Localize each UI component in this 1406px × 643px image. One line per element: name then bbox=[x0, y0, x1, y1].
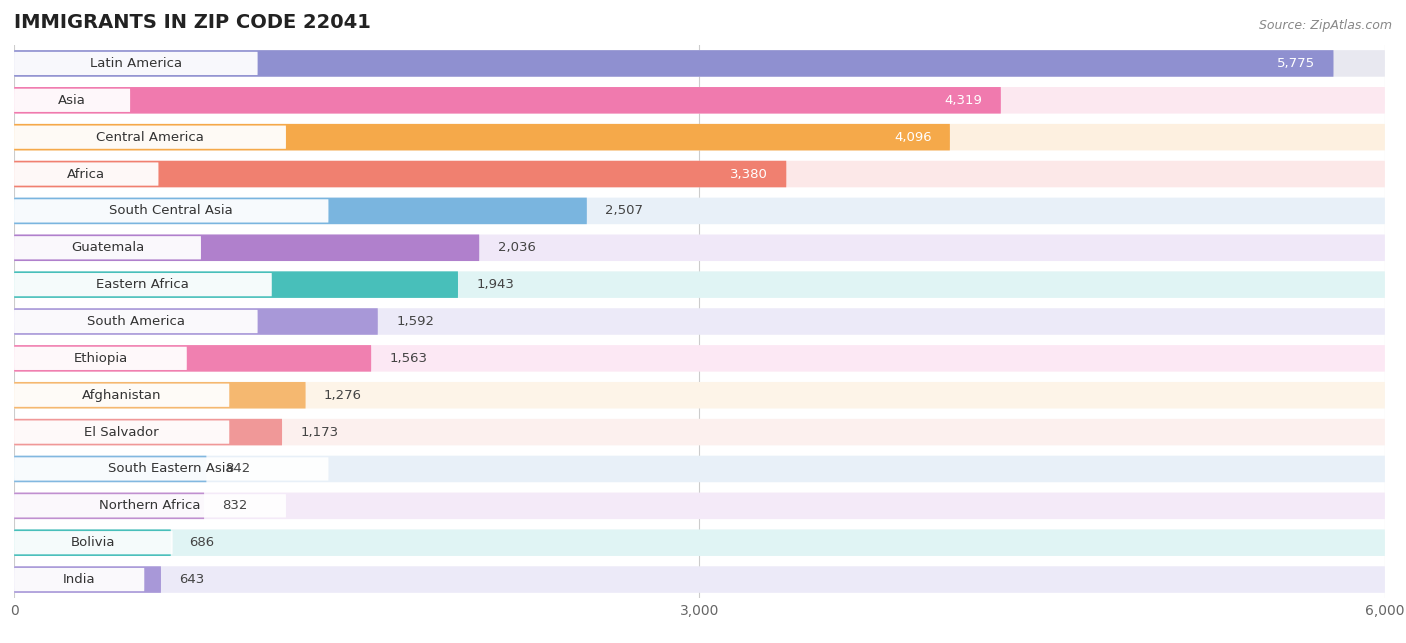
FancyBboxPatch shape bbox=[14, 421, 229, 444]
FancyBboxPatch shape bbox=[14, 197, 1385, 224]
FancyBboxPatch shape bbox=[14, 161, 1385, 187]
FancyBboxPatch shape bbox=[14, 382, 305, 408]
FancyBboxPatch shape bbox=[14, 566, 1385, 593]
FancyBboxPatch shape bbox=[14, 124, 950, 150]
Text: Eastern Africa: Eastern Africa bbox=[97, 278, 190, 291]
FancyBboxPatch shape bbox=[14, 161, 786, 187]
FancyBboxPatch shape bbox=[14, 310, 257, 333]
FancyBboxPatch shape bbox=[14, 529, 170, 556]
Text: India: India bbox=[63, 573, 96, 586]
FancyBboxPatch shape bbox=[14, 345, 1385, 372]
Text: 1,173: 1,173 bbox=[301, 426, 339, 439]
Text: 3,380: 3,380 bbox=[730, 168, 768, 181]
FancyBboxPatch shape bbox=[14, 89, 131, 112]
Text: 842: 842 bbox=[225, 462, 250, 475]
FancyBboxPatch shape bbox=[14, 50, 1333, 77]
FancyBboxPatch shape bbox=[14, 197, 586, 224]
FancyBboxPatch shape bbox=[14, 382, 1385, 408]
FancyBboxPatch shape bbox=[14, 235, 1385, 261]
Text: Latin America: Latin America bbox=[90, 57, 181, 70]
FancyBboxPatch shape bbox=[14, 345, 371, 372]
FancyBboxPatch shape bbox=[14, 50, 1385, 77]
FancyBboxPatch shape bbox=[14, 529, 1385, 556]
Text: Central America: Central America bbox=[96, 131, 204, 143]
FancyBboxPatch shape bbox=[14, 52, 257, 75]
FancyBboxPatch shape bbox=[14, 493, 1385, 519]
Text: Africa: Africa bbox=[67, 168, 105, 181]
FancyBboxPatch shape bbox=[14, 87, 1001, 114]
Text: Northern Africa: Northern Africa bbox=[100, 500, 201, 512]
FancyBboxPatch shape bbox=[14, 308, 1385, 335]
FancyBboxPatch shape bbox=[14, 125, 285, 149]
Text: El Salvador: El Salvador bbox=[84, 426, 159, 439]
FancyBboxPatch shape bbox=[14, 419, 283, 446]
FancyBboxPatch shape bbox=[14, 419, 1385, 446]
Text: Bolivia: Bolivia bbox=[72, 536, 115, 549]
Text: 1,563: 1,563 bbox=[389, 352, 427, 365]
Text: 2,507: 2,507 bbox=[605, 204, 643, 217]
Text: 5,775: 5,775 bbox=[1277, 57, 1315, 70]
Text: 832: 832 bbox=[222, 500, 247, 512]
FancyBboxPatch shape bbox=[14, 456, 207, 482]
FancyBboxPatch shape bbox=[14, 271, 458, 298]
Text: 686: 686 bbox=[188, 536, 214, 549]
FancyBboxPatch shape bbox=[14, 457, 329, 480]
Text: 1,592: 1,592 bbox=[396, 315, 434, 328]
Text: Guatemala: Guatemala bbox=[70, 241, 145, 254]
FancyBboxPatch shape bbox=[14, 271, 1385, 298]
FancyBboxPatch shape bbox=[14, 236, 201, 259]
FancyBboxPatch shape bbox=[14, 273, 271, 296]
FancyBboxPatch shape bbox=[14, 124, 1385, 150]
Text: Source: ZipAtlas.com: Source: ZipAtlas.com bbox=[1258, 19, 1392, 32]
Text: 2,036: 2,036 bbox=[498, 241, 536, 254]
Text: 1,943: 1,943 bbox=[477, 278, 515, 291]
Text: IMMIGRANTS IN ZIP CODE 22041: IMMIGRANTS IN ZIP CODE 22041 bbox=[14, 14, 371, 32]
Text: Afghanistan: Afghanistan bbox=[82, 389, 162, 402]
FancyBboxPatch shape bbox=[14, 566, 160, 593]
FancyBboxPatch shape bbox=[14, 531, 173, 554]
Text: 4,319: 4,319 bbox=[945, 94, 983, 107]
Text: South America: South America bbox=[87, 315, 184, 328]
Text: 1,276: 1,276 bbox=[323, 389, 361, 402]
FancyBboxPatch shape bbox=[14, 494, 285, 518]
FancyBboxPatch shape bbox=[14, 568, 145, 591]
Text: 4,096: 4,096 bbox=[894, 131, 932, 143]
FancyBboxPatch shape bbox=[14, 235, 479, 261]
Text: South Central Asia: South Central Asia bbox=[110, 204, 233, 217]
Text: Asia: Asia bbox=[58, 94, 86, 107]
FancyBboxPatch shape bbox=[14, 456, 1385, 482]
FancyBboxPatch shape bbox=[14, 493, 204, 519]
FancyBboxPatch shape bbox=[14, 308, 378, 335]
FancyBboxPatch shape bbox=[14, 163, 159, 186]
FancyBboxPatch shape bbox=[14, 199, 329, 222]
Text: Ethiopia: Ethiopia bbox=[73, 352, 128, 365]
FancyBboxPatch shape bbox=[14, 87, 1385, 114]
FancyBboxPatch shape bbox=[14, 347, 187, 370]
FancyBboxPatch shape bbox=[14, 384, 229, 407]
Text: 643: 643 bbox=[179, 573, 204, 586]
Text: South Eastern Asia: South Eastern Asia bbox=[108, 462, 233, 475]
